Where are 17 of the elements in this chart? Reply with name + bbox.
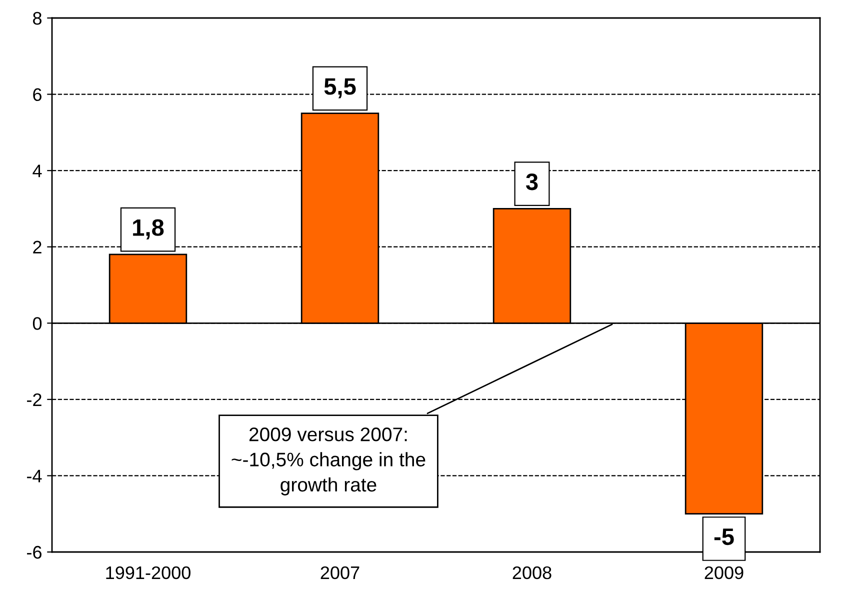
data-label: 3 xyxy=(526,173,538,190)
y-tick-label: 0 xyxy=(32,317,42,330)
y-tick-label: -4 xyxy=(27,470,42,482)
x-tick-label: 2009 xyxy=(704,566,744,580)
y-tick-label: 8 xyxy=(33,12,42,25)
x-tick-label: 1991-2000 xyxy=(106,566,190,580)
x-tick-label: 2007 xyxy=(320,566,360,580)
y-tick-label: -6 xyxy=(27,546,42,559)
data-label: -5 xyxy=(714,528,734,546)
x-tick-label: 2008 xyxy=(512,566,552,580)
data-label: 5,5 xyxy=(324,78,356,98)
annotation: 2009 versus 2007: ~-10,5% change in the growth rate xyxy=(232,428,426,496)
y-tick-label: -2 xyxy=(27,393,42,406)
y-tick-label: 2 xyxy=(33,240,42,254)
data-label: 1,8 xyxy=(133,219,164,240)
y-tick-label: 6 xyxy=(33,88,42,102)
y-tick-label: 4 xyxy=(32,164,42,178)
